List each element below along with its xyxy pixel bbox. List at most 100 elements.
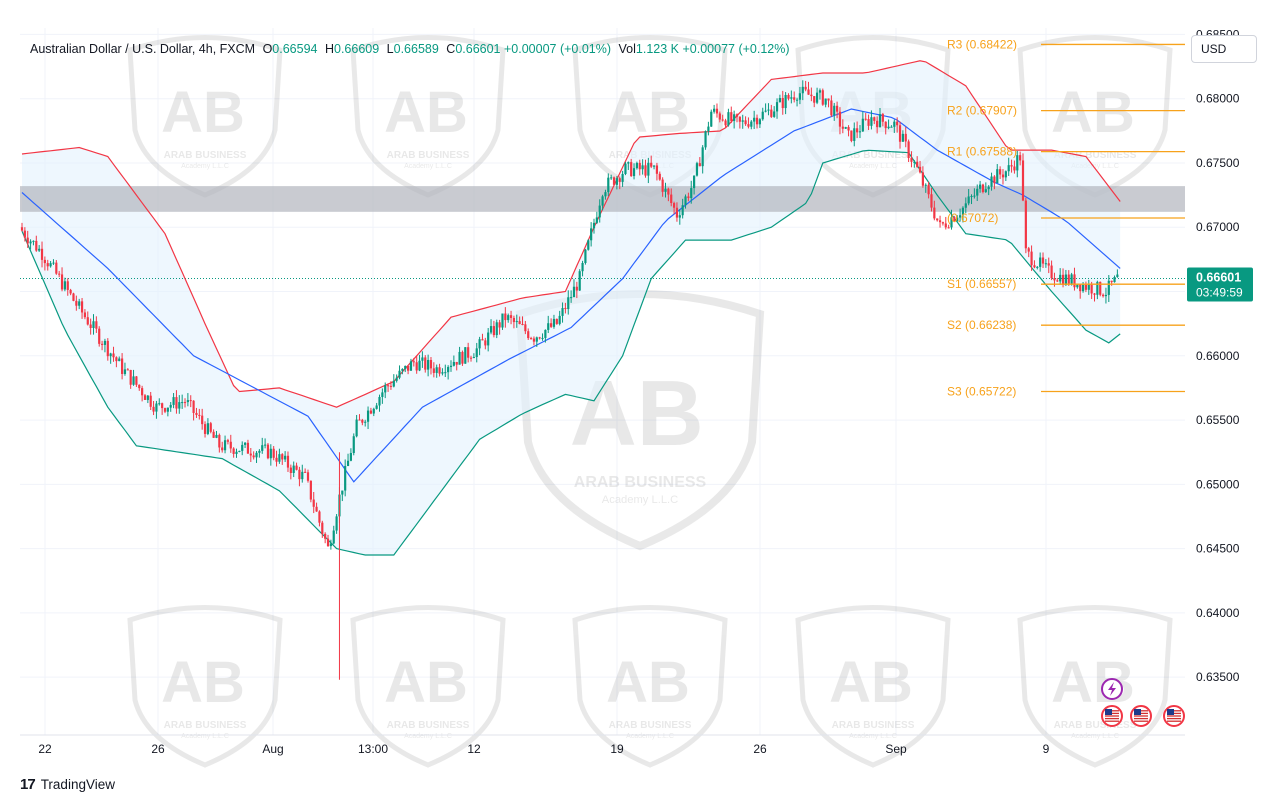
candle-body [773, 111, 776, 117]
candle-body [595, 217, 598, 223]
candle-body [870, 117, 873, 126]
candle-body [658, 173, 661, 180]
candle-body [469, 357, 473, 359]
candle-body [398, 370, 401, 378]
price-tick-label: 0.63500 [1196, 670, 1240, 684]
candle-body [509, 315, 513, 318]
candle-body [40, 248, 44, 260]
candle-body [75, 300, 78, 306]
candle-body [321, 522, 324, 534]
tradingview-logo[interactable]: 17 TradingView [20, 775, 115, 793]
candle-body [718, 113, 721, 120]
candle-body [1113, 276, 1116, 283]
candle-body [910, 158, 913, 162]
candle-body [1116, 274, 1119, 277]
candle-body [730, 112, 733, 121]
price-tick-label: 0.64500 [1196, 542, 1240, 556]
candle-body [907, 141, 910, 159]
candle-body [890, 126, 893, 128]
candle-body [106, 340, 109, 357]
us-flag-icon[interactable] [1101, 705, 1123, 727]
candle-body [793, 97, 796, 100]
candle-body [958, 215, 962, 218]
candle-body [472, 357, 475, 359]
candle-body [715, 108, 719, 114]
candle-body [813, 96, 816, 103]
watermark-subtext: Academy L.L.C [626, 733, 674, 740]
candle-body [155, 403, 158, 412]
time-tick-label: 19 [610, 742, 624, 756]
candle-body [309, 480, 312, 500]
currency-button[interactable]: USD [1191, 35, 1257, 63]
watermark-monogram: AB [829, 650, 913, 715]
lightning-icon[interactable] [1101, 678, 1123, 700]
symbol-legend: Australian Dollar / U.S. Dollar, 4h, FXC… [30, 40, 790, 58]
candle-body [807, 89, 810, 95]
candle-body [833, 105, 836, 116]
candle-body [132, 376, 135, 385]
candle-body [990, 176, 993, 187]
candle-body [181, 402, 184, 404]
candle-body [1041, 257, 1045, 264]
price-tick-label: 0.66000 [1196, 349, 1240, 363]
candle-body [384, 385, 387, 393]
watermark-shield [572, 605, 728, 768]
candle-body [901, 133, 904, 142]
candle-body [438, 367, 441, 374]
low-label: L [386, 42, 394, 56]
us-flag-icon[interactable] [1163, 705, 1185, 727]
candle-body [369, 410, 373, 414]
candle-body [687, 196, 690, 199]
candle-body [278, 454, 281, 462]
candle-body [163, 408, 167, 412]
watermark-monogram: AB [161, 80, 245, 145]
candle-body [32, 240, 35, 242]
candle-body [324, 533, 327, 539]
candle-body [418, 360, 421, 371]
candle-body [100, 343, 104, 345]
candle-body [1079, 284, 1082, 292]
candle-body [126, 369, 129, 371]
candle-body [346, 460, 350, 466]
candle-body [881, 114, 884, 122]
candle-body [249, 453, 252, 456]
candle-body [484, 340, 487, 346]
watermark-subtext: Academy L.L.C [1071, 163, 1119, 170]
candle-body [607, 177, 610, 193]
candle-body [930, 194, 933, 208]
candle-body [1093, 293, 1096, 295]
candle-body [1104, 294, 1108, 297]
watermark-logo: AB ARAB BUSINESS Academy L.L.C [350, 605, 506, 768]
candle-body [23, 230, 26, 238]
time-tick-label: 26 [151, 742, 165, 756]
candle-body [246, 442, 250, 454]
candle-body [1001, 174, 1005, 178]
candle-body [258, 450, 261, 453]
us-flag-icon[interactable] [1130, 705, 1152, 727]
candle-body [312, 499, 315, 507]
candle-body [467, 347, 470, 358]
candle-body [198, 414, 201, 416]
candle-body [1076, 284, 1079, 288]
candle-body [818, 90, 822, 93]
candle-body [621, 174, 624, 182]
candle-body [395, 377, 398, 381]
candle-body [950, 217, 953, 228]
candle-body [858, 131, 862, 133]
candle-body [123, 369, 127, 374]
candle-body [223, 440, 227, 451]
candle-body [427, 359, 430, 370]
candle-body [218, 434, 221, 448]
candle-body [1056, 280, 1059, 282]
candle-body [58, 273, 61, 275]
candle-body [999, 169, 1002, 175]
candle-body [675, 207, 679, 218]
candle-body [893, 121, 896, 127]
candle-body [947, 227, 950, 229]
candle-body [532, 338, 536, 342]
candle-body [695, 163, 699, 176]
candle-body [1090, 284, 1093, 294]
candle-body [458, 351, 461, 365]
candle-body [92, 321, 95, 329]
